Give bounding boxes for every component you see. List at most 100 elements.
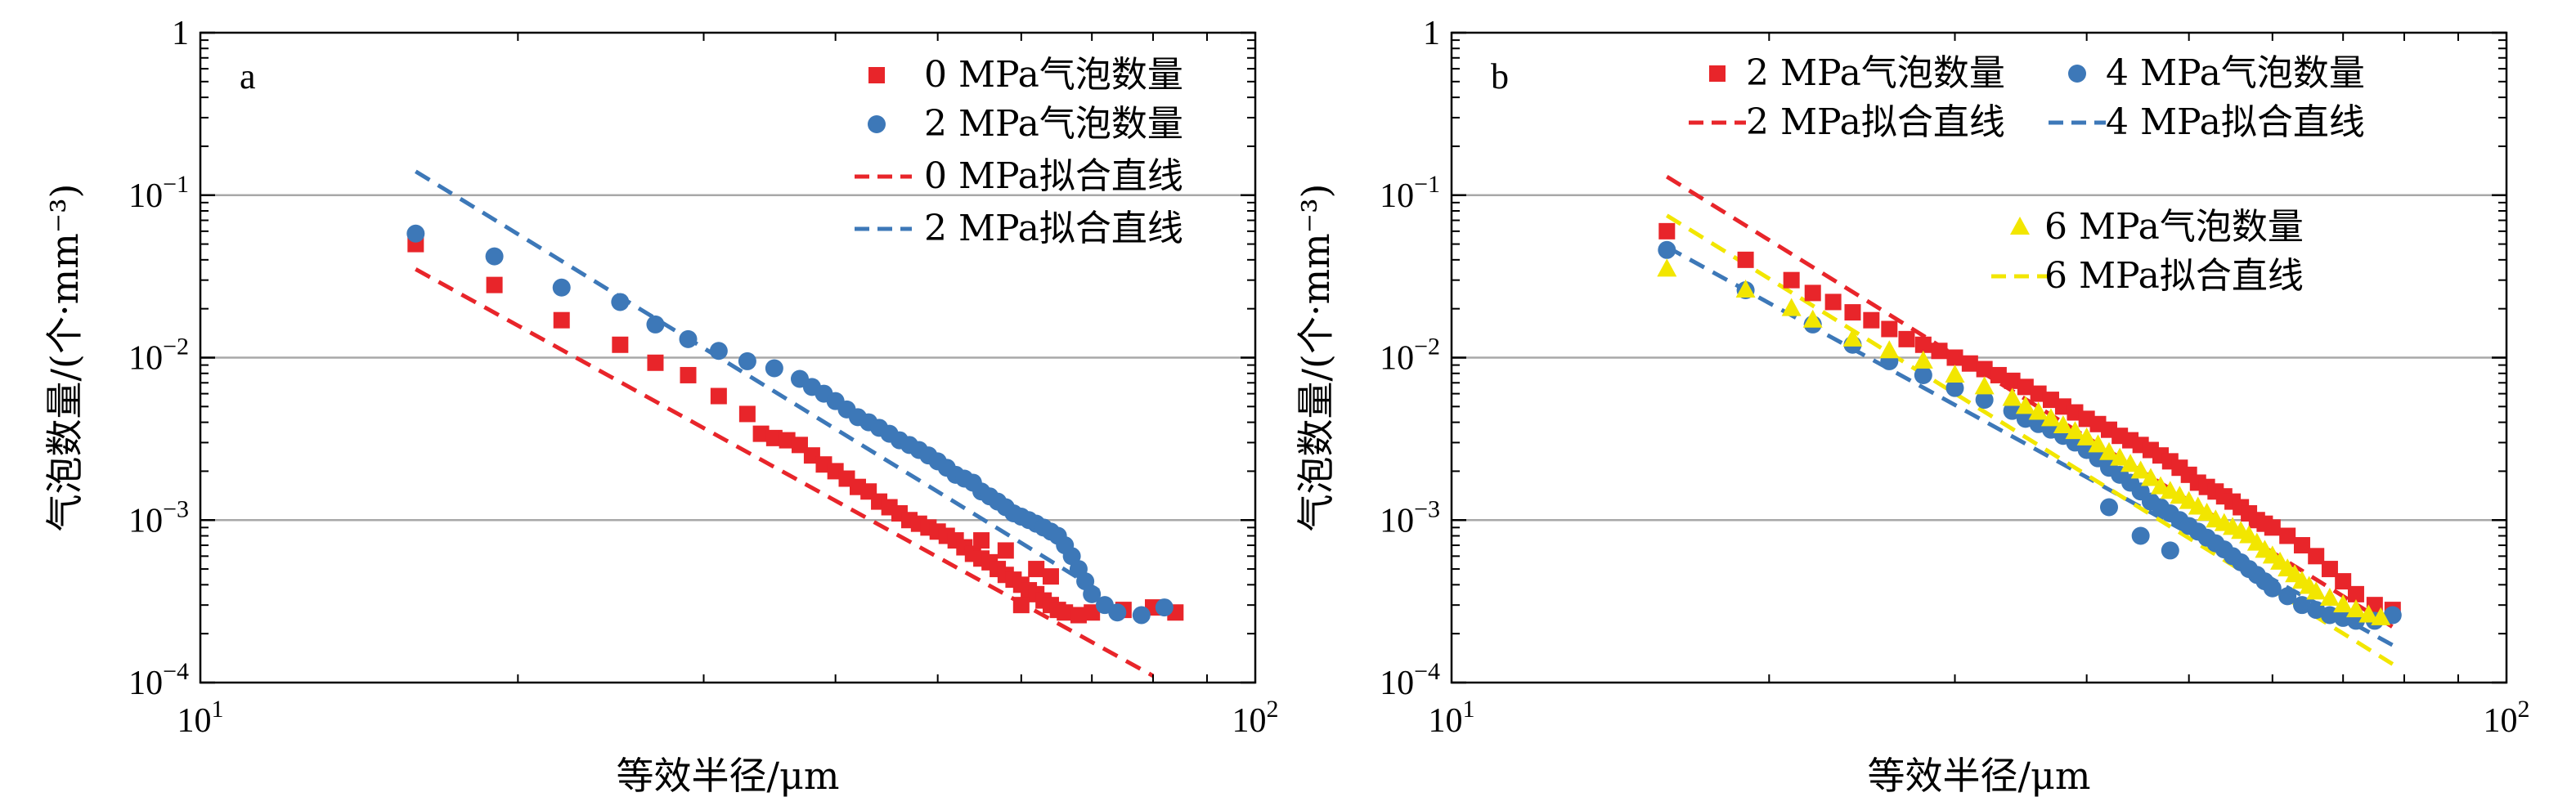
data-point [1881, 320, 1898, 338]
legend-marker [868, 115, 886, 133]
data-point [1802, 309, 1823, 328]
legend: 0 MPa气泡数量 2 MPa气泡数量 0 MPa拟合直线 2 MPa拟合直线 [855, 54, 1183, 249]
data-point [1804, 284, 1821, 302]
y-tick-label: 10−3 [128, 495, 189, 540]
data-point [779, 432, 796, 449]
data-point [2065, 421, 2085, 440]
data-point [2004, 372, 2021, 389]
data-point [765, 359, 783, 378]
legend-label: 2 MPa拟合直线 [924, 208, 1183, 249]
legend-label: 4 MPa拟合直线 [2106, 101, 2365, 143]
data-point [2131, 526, 2150, 545]
data-point [2099, 498, 2118, 517]
y-tick-label: 10−1 [128, 171, 189, 215]
y-axis-title: 气泡数量/(个·mm⁻³) [1294, 184, 1338, 532]
data-point [1914, 365, 1932, 384]
data-point [2358, 604, 2379, 623]
series-points [1657, 258, 2391, 625]
data-point [646, 315, 665, 334]
data-point [1070, 607, 1087, 624]
data-point [1737, 251, 1754, 268]
fit-line [415, 169, 1106, 596]
panel-label: a [240, 56, 256, 96]
data-point [1657, 258, 1677, 277]
data-point [2333, 594, 2354, 613]
data-point [611, 293, 630, 311]
legend-marker [868, 67, 885, 83]
data-point [752, 425, 770, 442]
legend-marker [2010, 217, 2030, 235]
data-point [647, 354, 664, 371]
data-point [406, 224, 425, 243]
x-tick-label: 102 [1232, 696, 1279, 740]
data-point [1975, 391, 1994, 410]
legend-label: 2 MPa气泡数量 [924, 103, 1183, 145]
legend-marker [2068, 65, 2086, 83]
x-tick-label: 101 [1429, 696, 1475, 740]
data-point [1083, 584, 1102, 603]
data-point [486, 276, 503, 293]
y-axis-title: 气泡数量/(个·mm⁻³) [43, 184, 87, 532]
data-point [2140, 468, 2161, 486]
data-point [1945, 364, 1965, 383]
x-axis-title: 等效半径/μm [616, 754, 839, 798]
data-point [2088, 434, 2108, 453]
data-point [710, 387, 727, 405]
data-point [2197, 503, 2217, 522]
data-point [485, 247, 504, 266]
data-point [1155, 598, 1174, 617]
data-point [2264, 519, 2281, 536]
y-tick-label: 1 [1423, 15, 1440, 52]
data-point [738, 405, 756, 423]
data-point [1914, 336, 1932, 353]
data-point [2003, 401, 2022, 420]
data-point [2306, 581, 2327, 600]
data-point [553, 311, 570, 329]
data-point [679, 329, 698, 348]
data-point [1028, 561, 1045, 578]
data-point [2002, 387, 2022, 406]
data-point [1842, 328, 1863, 347]
data-point [2053, 415, 2073, 434]
data-point [2293, 537, 2310, 554]
y-tick-label: 1 [172, 15, 189, 52]
data-point [1658, 222, 1676, 240]
data-point [1946, 349, 1963, 366]
data-point [2371, 607, 2391, 625]
data-point [1084, 604, 1101, 621]
data-point [1844, 304, 1861, 321]
data-point [2321, 561, 2338, 578]
data-point [2130, 460, 2151, 479]
legend-label: 0 MPa气泡数量 [924, 54, 1183, 96]
data-point [552, 278, 571, 297]
legend-label: 4 MPa气泡数量 [2106, 52, 2365, 94]
x-axis-title: 等效半径/μm [1867, 754, 2090, 798]
legend-label: 6 MPa拟合直线 [2044, 255, 2304, 297]
data-point [1879, 340, 1900, 359]
data-point [612, 336, 629, 353]
data-point [765, 429, 783, 446]
data-point [2383, 606, 2402, 625]
legend-label: 2 MPa拟合直线 [1746, 101, 2005, 143]
data-point [2308, 548, 2325, 565]
data-point [2292, 596, 2311, 615]
data-point [1132, 606, 1151, 625]
legend-label: 0 MPa拟合直线 [924, 155, 1183, 197]
data-point [2347, 585, 2364, 602]
data-point [2076, 427, 2097, 446]
data-point [709, 342, 728, 360]
data-point [973, 532, 990, 549]
y-tick-label: 10−1 [1380, 171, 1440, 215]
data-point [1057, 604, 1074, 621]
data-point [1783, 271, 1800, 289]
data-point [2110, 447, 2130, 466]
data-point [1945, 378, 1964, 397]
data-point [2161, 541, 2179, 560]
data-point [1781, 298, 1802, 316]
fit-line [415, 267, 1155, 678]
data-point [2028, 401, 2049, 420]
legend-label: 2 MPa气泡数量 [1746, 52, 2005, 94]
data-point [1931, 343, 1948, 360]
